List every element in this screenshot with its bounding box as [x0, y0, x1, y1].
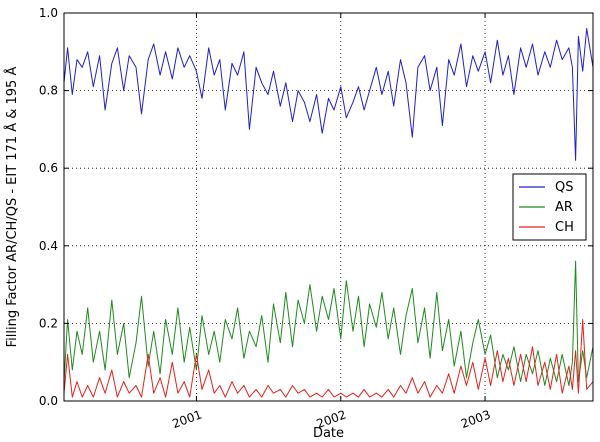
y-tick-label: 0.2 [39, 316, 58, 330]
x-tick-label: 2001 [170, 407, 203, 431]
legend: QS AR CH [512, 173, 587, 241]
legend-label-qs: QS [555, 180, 573, 195]
y-tick-label: 0.4 [39, 239, 58, 253]
legend-label-ar: AR [555, 200, 573, 215]
y-tick-label: 0.8 [39, 84, 58, 98]
series-line-ch [63, 319, 594, 398]
y-tick-label: 1.0 [39, 6, 58, 20]
x-tick-label: 2003 [459, 407, 492, 431]
y-axis-label: Filling Factor AR/CH/QS - EIT 171 Å & 19… [4, 67, 20, 348]
x-axis-label: Date [313, 426, 344, 441]
plot-area-frame [63, 12, 594, 402]
y-tick-label: 0.6 [39, 161, 58, 175]
series-lines [63, 28, 594, 398]
legend-label-ch: CH [555, 220, 574, 235]
series-line-qs [63, 28, 594, 161]
grid-lines [64, 13, 593, 401]
y-tick-label: 0.0 [39, 394, 58, 408]
